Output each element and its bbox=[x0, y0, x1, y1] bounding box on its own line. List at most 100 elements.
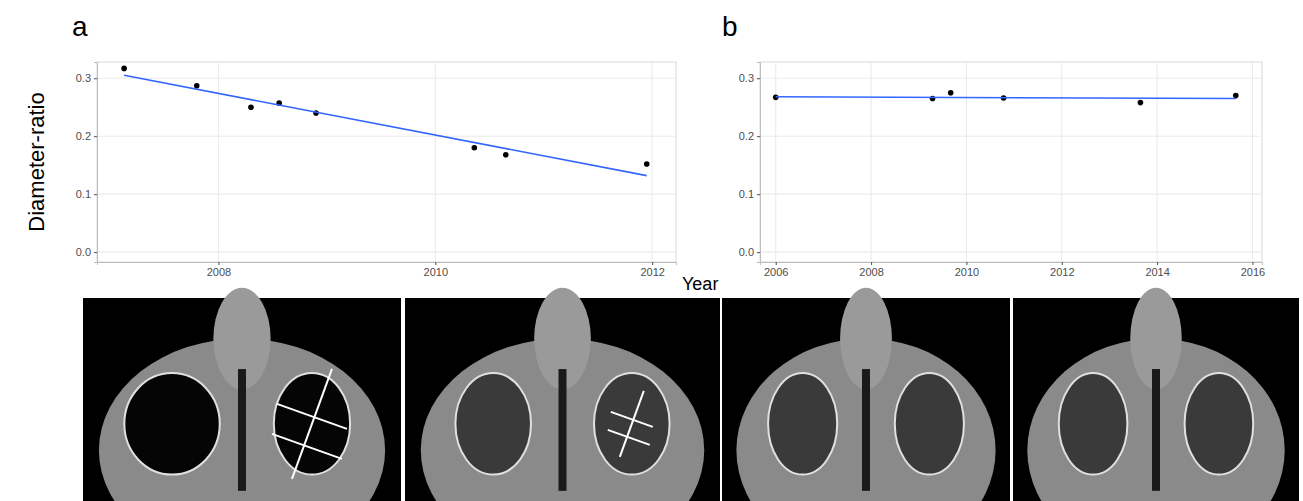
grid-line bbox=[760, 252, 1262, 253]
y-axis-title: Diameter-ratio bbox=[24, 92, 49, 231]
tick: 2010 bbox=[424, 262, 448, 278]
tick-mark bbox=[94, 136, 97, 137]
tick: 2010 bbox=[955, 262, 979, 278]
grid-line bbox=[1252, 62, 1253, 262]
tick-mark bbox=[757, 136, 760, 137]
data-point bbox=[1138, 100, 1144, 106]
tick-label: 2014 bbox=[1145, 266, 1169, 278]
panel: 2006 2008 2010 2012 2014 2016 0.0 0.1 0.2 0.3 b bbox=[722, 11, 1265, 278]
grid-line bbox=[1061, 62, 1062, 262]
ct-image bbox=[722, 288, 1010, 501]
data-point bbox=[194, 83, 200, 89]
tick-mark bbox=[94, 78, 97, 79]
data-point bbox=[121, 66, 127, 72]
axis-line bbox=[761, 263, 1263, 266]
grid-line bbox=[775, 62, 776, 262]
axis-line bbox=[98, 263, 677, 266]
tick-mark bbox=[218, 262, 219, 265]
tick-label: 2008 bbox=[859, 266, 883, 278]
tick: 0.3 bbox=[76, 72, 97, 84]
grid-line bbox=[652, 62, 653, 262]
measure-line bbox=[620, 391, 644, 457]
tick: 2014 bbox=[1145, 262, 1169, 278]
tick-label: 0.0 bbox=[76, 246, 91, 258]
image-airway bbox=[1152, 369, 1160, 491]
data-point bbox=[472, 145, 478, 151]
panel-letter: a bbox=[72, 11, 88, 42]
image-sinus bbox=[768, 373, 837, 475]
image-sinus bbox=[124, 373, 219, 475]
plot-frame bbox=[760, 62, 1262, 262]
axis-line bbox=[94, 63, 98, 263]
tick-mark bbox=[757, 78, 760, 79]
ct-image bbox=[83, 288, 401, 501]
data-point bbox=[930, 96, 936, 102]
image-sinus bbox=[895, 373, 964, 475]
marks bbox=[121, 66, 649, 176]
tick-mark bbox=[652, 262, 653, 265]
marks bbox=[773, 90, 1239, 105]
tick-label: 2008 bbox=[207, 266, 231, 278]
tick-label: 0.1 bbox=[739, 188, 754, 200]
image-sinus bbox=[1185, 373, 1254, 475]
tick-mark bbox=[94, 194, 97, 195]
tick: 0.1 bbox=[739, 188, 760, 200]
measure-line bbox=[611, 412, 653, 427]
tick: 0.0 bbox=[76, 246, 97, 258]
measure-line bbox=[277, 404, 347, 429]
image-airway bbox=[559, 369, 567, 491]
grid-line bbox=[1157, 62, 1158, 262]
tick-mark bbox=[435, 262, 436, 265]
tick-label: 0.3 bbox=[76, 72, 91, 84]
data-point bbox=[1233, 93, 1239, 99]
tick-label: 0.1 bbox=[76, 188, 91, 200]
tick-mark bbox=[776, 262, 777, 265]
grid-line bbox=[966, 62, 967, 262]
image-airway bbox=[862, 369, 870, 491]
measure-line bbox=[272, 434, 342, 459]
ct-image bbox=[405, 288, 720, 501]
data-point bbox=[644, 161, 650, 167]
image-sinus bbox=[455, 373, 531, 475]
tick: 0.3 bbox=[739, 72, 760, 84]
measure-line bbox=[292, 369, 332, 479]
tick-mark bbox=[871, 262, 872, 265]
grid bbox=[97, 62, 676, 262]
tick: 2012 bbox=[640, 262, 664, 278]
grid-line bbox=[760, 194, 1262, 195]
tick-label: 2012 bbox=[1050, 266, 1074, 278]
tick: 2006 bbox=[764, 262, 788, 278]
tick-mark bbox=[1062, 262, 1063, 265]
grid-line bbox=[760, 78, 1262, 79]
tick-mark bbox=[757, 252, 760, 253]
tick: 0.0 bbox=[739, 246, 760, 258]
tick-label: 2016 bbox=[1241, 266, 1265, 278]
image-sinus bbox=[1059, 373, 1128, 475]
tick: 0.2 bbox=[739, 130, 760, 142]
tick-mark bbox=[94, 252, 97, 253]
grid-line bbox=[435, 62, 436, 262]
ct-image bbox=[1013, 288, 1299, 501]
x-axis: 2006 2008 2010 2012 2014 2016 bbox=[761, 262, 1266, 278]
axis-line bbox=[757, 63, 761, 263]
tick: 2012 bbox=[1050, 262, 1074, 278]
tick-label: 2006 bbox=[764, 266, 788, 278]
image-sinus bbox=[594, 373, 670, 475]
figure: 2008201020120.00.10.20.3aDiameter-ratioY… bbox=[0, 0, 1303, 501]
plot-frame bbox=[97, 62, 676, 262]
tick-label: 0.3 bbox=[739, 72, 754, 84]
grid-line bbox=[97, 252, 676, 253]
x-axis: 2008 2010 2012 bbox=[98, 262, 677, 278]
tick-label: 0.2 bbox=[76, 130, 91, 142]
y-axis: 0.0 0.1 0.2 0.3 bbox=[76, 63, 98, 263]
grid-line bbox=[218, 62, 219, 262]
tick-label: 0.0 bbox=[739, 246, 754, 258]
tick-mark bbox=[757, 194, 760, 195]
panel-letter: b bbox=[722, 11, 738, 42]
tick: 2008 bbox=[859, 262, 883, 278]
data-point bbox=[503, 152, 509, 158]
tick-mark bbox=[966, 262, 967, 265]
data-point bbox=[948, 90, 954, 96]
tick: 2008 bbox=[207, 262, 231, 278]
grid-line bbox=[871, 62, 872, 262]
